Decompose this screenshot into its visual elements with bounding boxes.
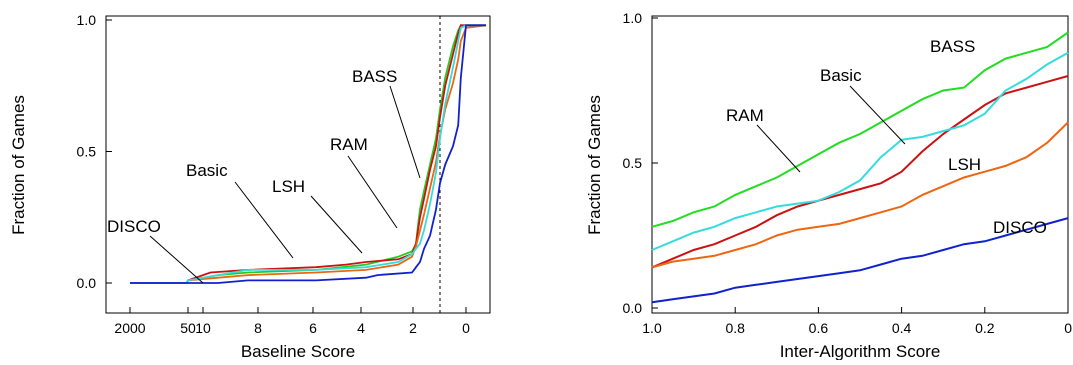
left-series-bass: [130, 24, 486, 284]
left-xtick-label: 2: [409, 320, 417, 336]
left-annot-lsh: LSH: [272, 177, 305, 196]
left-xtick-label: 10: [195, 320, 211, 336]
right-annot-basic: Basic: [820, 66, 862, 85]
right-ylabel: Fraction of Games: [585, 95, 604, 235]
left-ytick-label: 0.5: [77, 144, 97, 160]
left-xtick-label: 4: [357, 320, 365, 336]
right-annot-bass: BASS: [930, 37, 975, 56]
right-series-ram: [651, 121, 1069, 269]
right-annot-lsh: LSH: [948, 155, 981, 174]
right-annot-leader-basic: [849, 85, 906, 145]
left-annot-leader-bass: [389, 85, 421, 179]
left-annot-ram: RAM: [330, 135, 368, 154]
left-annot-leader-disco: [149, 235, 204, 284]
left-series-disco: [130, 24, 486, 284]
right-annot-disco: DISCO: [993, 218, 1047, 237]
left-xtick-label: 8: [254, 320, 262, 336]
right-ytick-label: 0.0: [623, 300, 643, 316]
left-series-lsh: [130, 24, 486, 284]
left-xtick-label: 50: [180, 320, 196, 336]
right-annot-ram: RAM: [726, 106, 764, 125]
right-xtick-label: 1.0: [642, 320, 662, 336]
left-annot-disco: DISCO: [107, 217, 161, 236]
right-ytick-label: 1.0: [623, 10, 643, 26]
right-xtick-label: 0.4: [892, 320, 912, 336]
left-annot-basic: Basic: [186, 161, 228, 180]
left-ytick-label: 0.0: [77, 275, 97, 291]
left-xtick-label: 6: [309, 320, 317, 336]
left-ylabel: Fraction of Games: [9, 95, 28, 235]
left-series-basic: [130, 24, 486, 284]
right-series-lsh: [651, 51, 1069, 251]
left-xtick-label: 2000: [114, 320, 145, 336]
left-annot-leader-lsh: [310, 195, 363, 254]
right-plot-frame: [651, 15, 1069, 314]
left-annot-bass: BASS: [352, 67, 397, 86]
left-plot-frame: [105, 15, 491, 314]
left-annot-leader-ram: [347, 155, 398, 229]
right-chart: 0.0 0.5 1.0 1.0 0.8 0.6 0.4 0.2 0 Fraction of G…: [585, 10, 1072, 361]
right-series-bass: [651, 31, 1069, 228]
right-series-disco: [651, 217, 1069, 304]
right-xtick-label: 0.8: [725, 320, 745, 336]
right-annot-leader-ram: [756, 124, 801, 173]
right-series-basic: [651, 75, 1069, 269]
left-ytick-label: 1.0: [77, 12, 97, 28]
left-series-ram: [130, 24, 487, 284]
left-chart: 0.0 0.5 1.0 2000 50 10 8 6 4 2 0 Fraction of Game…: [9, 12, 491, 361]
right-xtick-label: 0.6: [809, 320, 829, 336]
right-xtick-label: 0: [1064, 320, 1072, 336]
left-xlabel: Baseline Score: [241, 342, 355, 360]
left-annot-leader-basic: [234, 181, 294, 259]
right-xlabel: Inter-Algorithm Score: [780, 342, 941, 360]
left-xtick-label: 0: [462, 320, 470, 336]
right-xtick-label: 0.2: [975, 320, 995, 336]
right-ytick-label: 0.5: [623, 155, 643, 171]
